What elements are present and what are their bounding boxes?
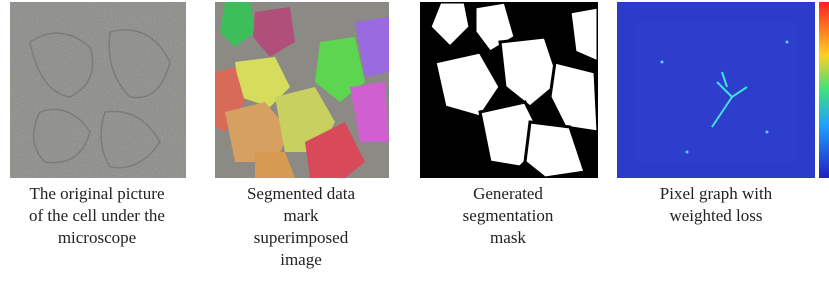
microscope-image bbox=[10, 2, 186, 178]
caption-line: The original picture bbox=[0, 183, 202, 205]
caption-line: mask bbox=[403, 227, 613, 249]
weight-map-image bbox=[617, 2, 829, 178]
mask-image bbox=[420, 2, 598, 178]
caption-line: weighted loss bbox=[611, 205, 821, 227]
caption-line: microscope bbox=[0, 227, 202, 249]
caption-line: Segmented data bbox=[196, 183, 406, 205]
figure: The original pictureof the cell under th… bbox=[0, 0, 829, 290]
caption-line: mark bbox=[196, 205, 406, 227]
caption-line: segmentation bbox=[403, 205, 613, 227]
caption-line: Pixel graph with bbox=[611, 183, 821, 205]
caption-line: image bbox=[196, 249, 406, 271]
caption-line: Generated bbox=[403, 183, 613, 205]
caption-line: of the cell under the bbox=[0, 205, 202, 227]
overlay-image bbox=[215, 2, 389, 178]
caption-line: superimposed bbox=[196, 227, 406, 249]
